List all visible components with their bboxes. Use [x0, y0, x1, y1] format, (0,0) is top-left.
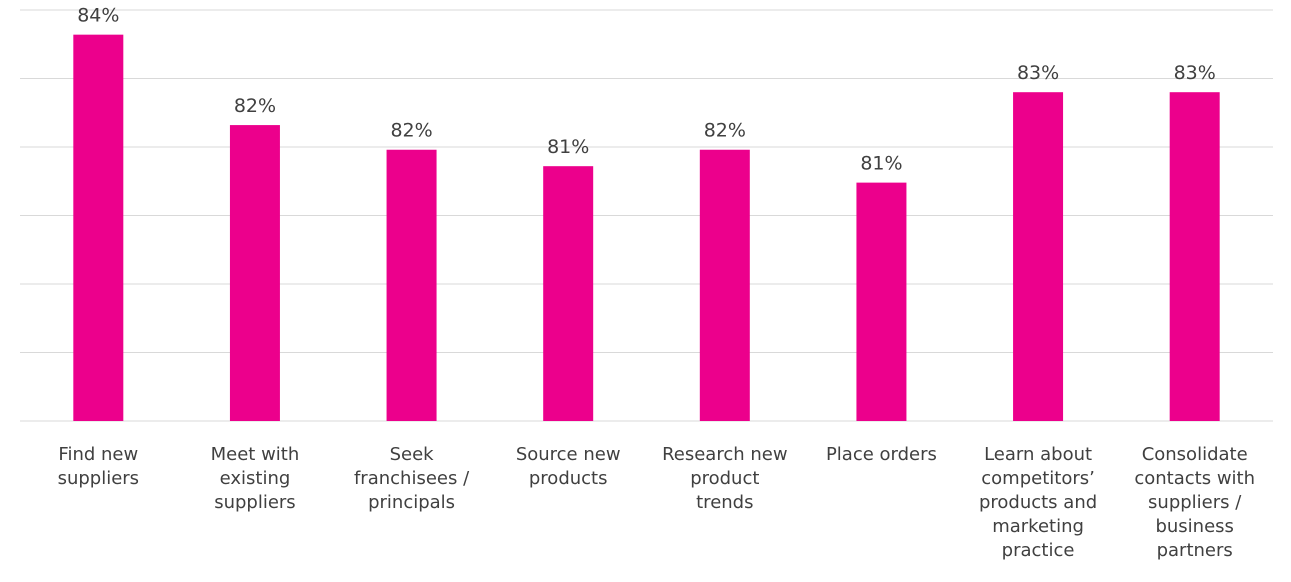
- category-label-line: Place orders: [826, 444, 937, 465]
- category-label-line: practice: [1002, 540, 1075, 561]
- category-label-line: franchisees /: [354, 468, 470, 489]
- category-label-line: products and: [979, 492, 1097, 513]
- bar: [73, 34, 124, 421]
- category-label-line: contacts with: [1134, 468, 1255, 489]
- category-label-line: Meet with: [211, 444, 300, 465]
- data-label: 82%: [704, 120, 746, 142]
- category-label-line: products: [529, 468, 608, 489]
- data-label: 81%: [547, 136, 589, 158]
- category-label-line: trends: [696, 492, 753, 513]
- bar: [1169, 92, 1220, 421]
- category-tick-labels: Find new suppliers Meet with existing suppli…: [58, 444, 1255, 561]
- data-label: 82%: [390, 120, 432, 142]
- data-label: 82%: [234, 95, 276, 117]
- data-label: 81%: [860, 153, 902, 175]
- category-label-line: Research new: [662, 444, 788, 465]
- category-label-line: Source new: [516, 444, 621, 465]
- category-label-line: suppliers: [58, 468, 140, 489]
- category-label: Consolidate contacts with suppliers / busin…: [1134, 444, 1255, 561]
- category-label-line: marketing: [992, 516, 1084, 537]
- bar: [699, 149, 750, 422]
- bar: [386, 149, 437, 422]
- category-label: Place orders: [826, 444, 937, 465]
- category-label-line: competitors’: [981, 468, 1095, 489]
- category-label: Seek franchisees / principals: [354, 444, 470, 513]
- category-label-line: principals: [368, 492, 455, 513]
- category-label-line: product: [690, 468, 759, 489]
- gridlines: [20, 9, 1273, 422]
- bar: [1013, 92, 1064, 421]
- bar: [856, 182, 907, 421]
- category-label-line: suppliers: [214, 492, 296, 513]
- category-label-line: Consolidate: [1142, 444, 1248, 465]
- bars: [73, 34, 1220, 422]
- category-label: Meet with existing suppliers: [211, 444, 300, 513]
- category-label-line: suppliers /: [1148, 492, 1242, 513]
- category-label: Find new suppliers: [58, 444, 140, 489]
- category-label-line: Learn about: [984, 444, 1092, 465]
- data-label: 84%: [77, 5, 119, 27]
- category-label-line: existing: [220, 468, 291, 489]
- data-label: 83%: [1174, 62, 1216, 84]
- data-label: 83%: [1017, 62, 1059, 84]
- data-labels: 84% 82% 82% 81% 82% 81% 83% 83%: [77, 5, 1216, 175]
- category-label: Research new product trends: [662, 444, 788, 513]
- bar: [543, 166, 594, 421]
- category-label-line: business: [1155, 516, 1233, 537]
- category-label-line: partners: [1157, 540, 1233, 561]
- category-label: Source new products: [516, 444, 621, 489]
- category-label: Learn about competitors’ products and marke…: [979, 444, 1097, 561]
- bar: [229, 125, 280, 421]
- category-label-line: Find new: [58, 444, 138, 465]
- category-label-line: Seek: [390, 444, 435, 465]
